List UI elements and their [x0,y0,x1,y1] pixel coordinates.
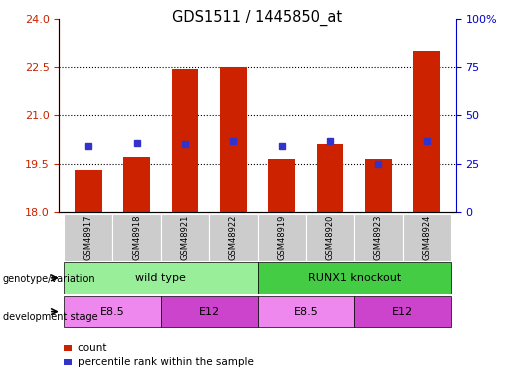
Bar [403,214,451,261]
Bar [268,159,295,212]
Bar [354,214,403,261]
Text: GDS1511 / 1445850_at: GDS1511 / 1445850_at [173,9,342,26]
Bar [171,69,198,212]
Text: E12: E12 [199,307,220,316]
Text: GSM48917: GSM48917 [84,214,93,260]
Text: E12: E12 [392,307,413,316]
Bar [258,262,451,294]
Bar [123,157,150,212]
Text: count: count [78,343,107,353]
Text: percentile rank within the sample: percentile rank within the sample [78,357,254,367]
Text: GSM48921: GSM48921 [180,214,190,260]
Text: GSM48924: GSM48924 [422,214,431,260]
Bar [354,296,451,327]
Bar [258,214,306,261]
Bar [64,262,258,294]
Text: E8.5: E8.5 [100,307,125,316]
Bar [161,296,258,327]
Text: genotype/variation: genotype/variation [3,274,95,284]
Text: GSM48920: GSM48920 [325,214,335,260]
Bar [306,214,354,261]
Text: GSM48923: GSM48923 [374,214,383,260]
Text: wild type: wild type [135,273,186,283]
Bar [414,51,440,212]
Bar [258,296,354,327]
Bar [64,296,161,327]
Bar [112,214,161,261]
Bar [64,214,112,261]
Text: development stage: development stage [3,312,97,322]
Bar [317,144,344,212]
Text: GSM48919: GSM48919 [277,214,286,260]
Text: RUNX1 knockout: RUNX1 knockout [307,273,401,283]
Bar [75,170,101,212]
Bar [365,159,392,212]
Bar [161,214,209,261]
Text: GSM48918: GSM48918 [132,214,141,260]
Bar [220,67,247,212]
Text: E8.5: E8.5 [294,307,318,316]
Text: GSM48922: GSM48922 [229,214,238,260]
Bar [209,214,258,261]
